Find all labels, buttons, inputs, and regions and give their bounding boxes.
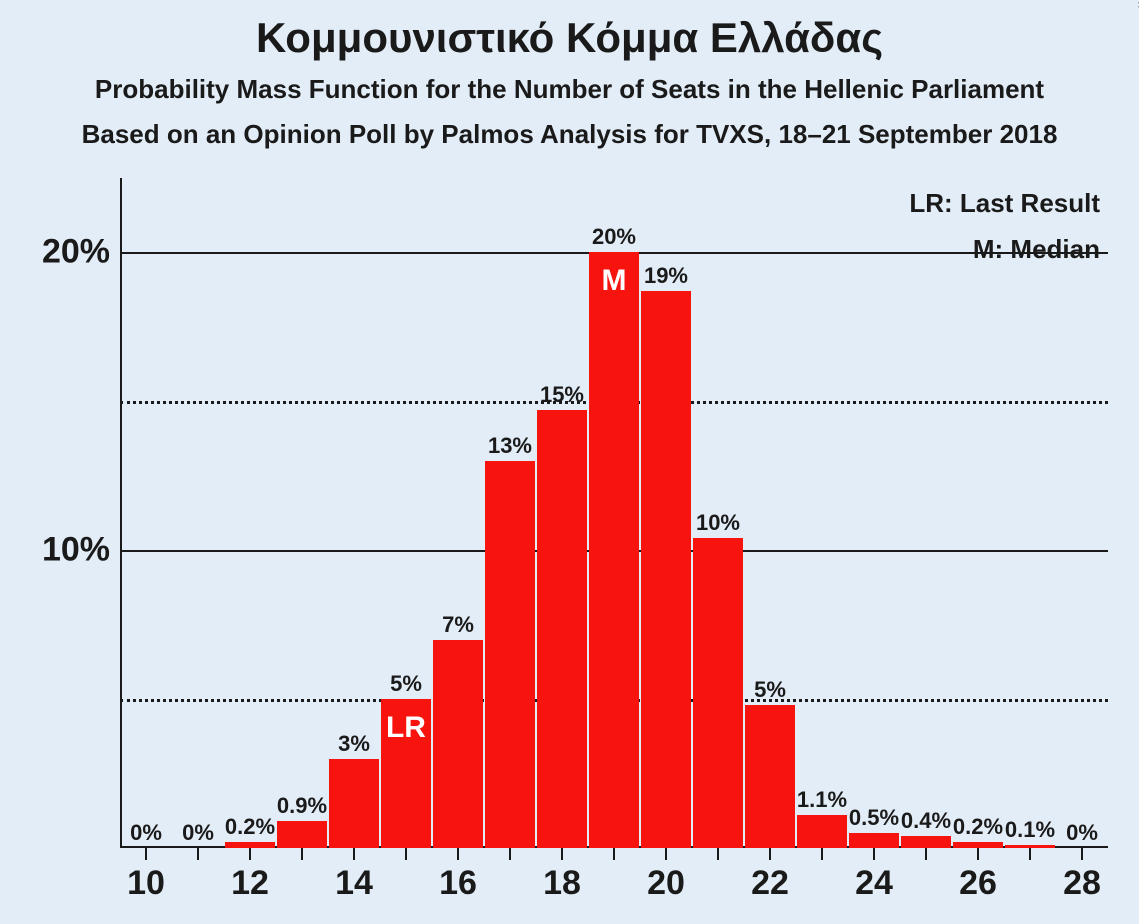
x-tick xyxy=(1029,848,1031,860)
x-axis-label: 22 xyxy=(751,848,789,903)
bar: 20%M xyxy=(589,252,639,848)
bar: 5% xyxy=(745,705,795,848)
y-axis-label: 10% xyxy=(42,531,120,570)
bar: 0.1% xyxy=(1005,845,1055,848)
bar-inner-label: M xyxy=(601,264,626,298)
x-tick xyxy=(925,848,927,860)
x-tick xyxy=(197,848,199,860)
bar: 1.1% xyxy=(797,815,847,848)
bar-value-label: 3% xyxy=(338,731,370,759)
bar: 10% xyxy=(693,538,743,848)
x-axis-label: 12 xyxy=(231,848,269,903)
bar-value-label: 0% xyxy=(182,820,214,848)
bar: 0.4% xyxy=(901,836,951,848)
bar-value-label: 0.1% xyxy=(1005,817,1055,845)
x-tick xyxy=(509,848,511,860)
bar: 0.5% xyxy=(849,833,899,848)
chart-title: Κομμουνιστικό Κόμμα Ελλάδας xyxy=(0,0,1139,62)
y-axis-line xyxy=(120,178,122,848)
bar: 19% xyxy=(641,291,691,848)
x-axis-label: 20 xyxy=(647,848,685,903)
legend-m: M: Median xyxy=(973,234,1100,265)
bar: 3% xyxy=(329,759,379,848)
x-axis-label: 16 xyxy=(439,848,477,903)
chart-subtitle-2: Based on an Opinion Poll by Palmos Analy… xyxy=(0,105,1139,150)
x-axis-label: 18 xyxy=(543,848,581,903)
bar-value-label: 5% xyxy=(390,671,422,699)
bar: 7% xyxy=(433,640,483,848)
y-axis-label: 20% xyxy=(42,233,120,272)
copyright-text: © 2019 Filip van Laenen xyxy=(1135,0,1139,8)
bar: 15% xyxy=(537,410,587,848)
x-axis-label: 28 xyxy=(1063,848,1101,903)
legend-lr: LR: Last Result xyxy=(909,188,1100,219)
bar-value-label: 7% xyxy=(442,612,474,640)
bar-value-label: 10% xyxy=(696,510,740,538)
chart-plot-area: 10%20%101214161820222426280%0%0.2%0.9%3%… xyxy=(120,178,1108,848)
bar-value-label: 0% xyxy=(1066,820,1098,848)
bar-value-label: 15% xyxy=(540,382,584,410)
bar: 13% xyxy=(485,461,535,848)
chart-subtitle-1: Probability Mass Function for the Number… xyxy=(0,62,1139,105)
bar-value-label: 13% xyxy=(488,433,532,461)
bar: 0.2% xyxy=(225,842,275,848)
bar-value-label: 0% xyxy=(130,820,162,848)
x-axis-label: 26 xyxy=(959,848,997,903)
x-tick xyxy=(821,848,823,860)
x-tick xyxy=(301,848,303,860)
x-tick xyxy=(613,848,615,860)
bar-value-label: 0.2% xyxy=(953,814,1003,842)
bar: 0.9% xyxy=(277,821,327,848)
bar-value-label: 0.4% xyxy=(901,808,951,836)
bar: 0.2% xyxy=(953,842,1003,848)
bar-value-label: 5% xyxy=(754,677,786,705)
x-axis-label: 14 xyxy=(335,848,373,903)
bar-value-label: 0.5% xyxy=(849,805,899,833)
bar: 5%LR xyxy=(381,699,431,848)
bar-value-label: 0.9% xyxy=(277,793,327,821)
x-tick xyxy=(717,848,719,860)
bar-value-label: 20% xyxy=(592,224,636,252)
bar-inner-label: LR xyxy=(386,711,426,745)
x-tick xyxy=(405,848,407,860)
bar-value-label: 19% xyxy=(644,263,688,291)
bar-value-label: 1.1% xyxy=(797,787,847,815)
x-axis-label: 10 xyxy=(127,848,165,903)
x-axis-label: 24 xyxy=(855,848,893,903)
bar-value-label: 0.2% xyxy=(225,814,275,842)
